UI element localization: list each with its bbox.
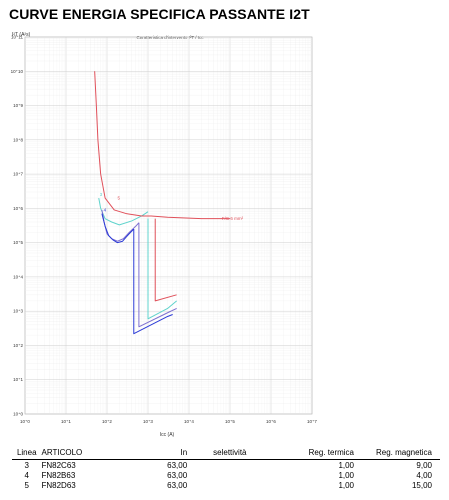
series-line	[147, 218, 177, 320]
x-axis-label: Icc (A)	[160, 432, 175, 438]
y-tick-label: 10⁺7	[13, 172, 23, 177]
x-tick-label: 10⁺5	[225, 419, 235, 424]
table-row: 4 FN82B63 63,00 1,00 4,00	[12, 470, 440, 480]
tick-labels: 10⁺0 10⁺1 10⁺2 10⁺3 10⁺4 10⁺5 10⁺6 10⁺7 10⁺0 10⁺1…	[11, 35, 318, 425]
i2t-chart: Caratteristica d'intervento I²T / Icc I²…	[11, 32, 318, 438]
cell-line: 3	[24, 461, 29, 470]
x-tick-label: 10⁺7	[307, 419, 317, 424]
header-in: In	[119, 448, 188, 460]
cell-thermal: 1,00	[338, 471, 355, 480]
y-tick-label: 10⁺9	[13, 103, 23, 108]
y-tick-label: 10⁺6	[13, 206, 23, 211]
annotations: 3 5 4 F/C 6 mm²	[100, 192, 244, 221]
y-tick-label: 10⁺10	[11, 69, 24, 74]
annotation-label: 3	[100, 192, 103, 197]
cell-in: 63,00	[167, 471, 188, 480]
y-tick-label: 10⁺8	[13, 137, 23, 142]
series-line	[154, 218, 177, 302]
series-line	[133, 229, 173, 335]
cell-article: FN82C63	[41, 461, 76, 470]
series-line	[98, 197, 149, 226]
cell-magnetic: 15,00	[411, 481, 432, 490]
x-tick-label: 10⁺4	[184, 419, 194, 424]
x-tick-label: 10⁺2	[102, 419, 112, 424]
page-title: CURVE ENERGIA SPECIFICA PASSANTE I2T	[9, 6, 310, 22]
cell-in: 63,00	[167, 481, 188, 490]
cell-magnetic: 4,00	[416, 471, 432, 480]
header-thermal: Reg. termica	[286, 448, 355, 460]
series-line	[94, 71, 230, 220]
cell-article: FN82D63	[41, 481, 76, 490]
cell-article: FN82B63	[41, 471, 76, 480]
cell-magnetic: 9,00	[416, 461, 432, 470]
header-line: Linea	[12, 448, 42, 460]
series-line	[101, 213, 135, 244]
plot-frame	[24, 36, 313, 415]
series-line	[138, 222, 177, 328]
grid	[24, 36, 313, 415]
header-article: ARTICOLO	[41, 448, 120, 460]
header-magnetic: Reg. magnetica	[354, 448, 440, 460]
cell-selectivity	[187, 470, 286, 480]
table-row: 3 FN82C63 63,00 1,00 9,00	[12, 460, 440, 471]
cell-line: 4	[24, 471, 29, 480]
x-tick-label: 10⁺0	[20, 419, 30, 424]
cell-selectivity	[187, 480, 286, 490]
table-row: 5 FN82D63 63,00 1,00 15,00	[12, 480, 440, 490]
cell-line: 5	[24, 481, 29, 490]
header-selectivity: selettività	[187, 448, 287, 460]
cell-thermal: 1,00	[338, 481, 355, 490]
y-tick-label: 10⁺0	[13, 412, 23, 417]
series-group	[94, 71, 230, 335]
y-tick-label: 10⁺1	[13, 377, 23, 382]
cell-selectivity	[187, 460, 286, 471]
x-tick-label: 10⁺1	[61, 419, 71, 424]
cell-thermal: 1,00	[338, 461, 355, 470]
breaker-table: Linea ARTICOLO In selettività Reg. termi…	[12, 448, 440, 490]
y-tick-label: 10⁺5	[13, 240, 23, 245]
chart-title: Caratteristica d'intervento I²T / Icc	[136, 35, 204, 40]
y-tick-label: 10⁺2	[13, 343, 23, 348]
x-tick-label: 10⁺6	[266, 419, 276, 424]
annotation-label: 5	[117, 196, 120, 201]
y-axis-label: I²T (A²s)	[12, 32, 31, 38]
y-tick-label: 10⁺3	[13, 309, 23, 314]
y-tick-label: 10⁺4	[13, 274, 23, 279]
table-header-row: Linea ARTICOLO In selettività Reg. termi…	[12, 448, 440, 460]
annotation-label: F/C 6 mm²	[222, 216, 244, 221]
x-tick-label: 10⁺3	[143, 419, 153, 424]
annotation-label: 4	[104, 207, 107, 212]
y-tick-label: 10⁺11	[11, 35, 24, 40]
cell-in: 63,00	[167, 461, 188, 470]
